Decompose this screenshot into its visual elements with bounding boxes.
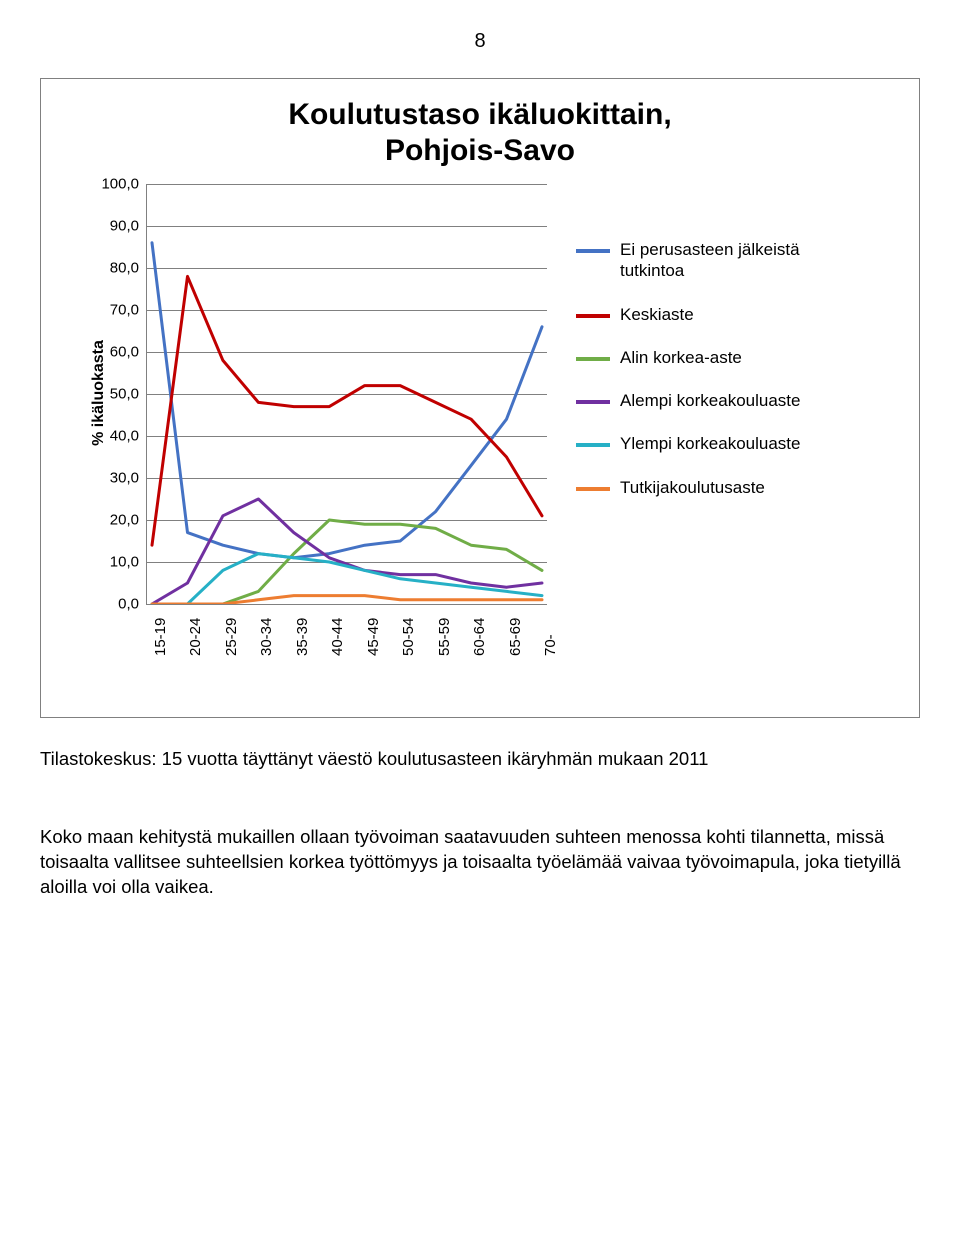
y-tick-label: 50,0 xyxy=(110,386,147,403)
legend-swatch xyxy=(576,400,610,404)
legend-item: Tutkijakoulutusaste xyxy=(576,477,826,498)
x-tick-label: 40-44 xyxy=(319,604,357,621)
y-tick-label: 30,0 xyxy=(110,470,147,487)
legend-swatch xyxy=(576,249,610,253)
x-tick-label: 60-64 xyxy=(461,604,499,621)
y-tick-label: 20,0 xyxy=(110,512,147,529)
x-tick-label: 50-54 xyxy=(390,604,428,621)
legend-item: Alempi korkeakouluaste xyxy=(576,390,826,411)
figure-caption: Tilastokeskus: 15 vuotta täyttänyt väest… xyxy=(40,748,920,770)
x-tick-label: 20-24 xyxy=(177,604,215,621)
x-tick-label: 55-59 xyxy=(426,604,464,621)
y-tick-label: 70,0 xyxy=(110,302,147,319)
y-tick-label: 80,0 xyxy=(110,260,147,277)
x-tick-label: 70- xyxy=(532,604,554,621)
series-line xyxy=(152,520,542,604)
y-axis-label: % ikäluokasta xyxy=(90,340,108,446)
chart-card: Koulutustaso ikäluokittain, Pohjois-Savo… xyxy=(40,78,920,718)
series-line xyxy=(152,596,542,604)
y-tick-label: 90,0 xyxy=(110,218,147,235)
series-line xyxy=(152,243,542,558)
series-line xyxy=(152,276,542,545)
legend-label: Alempi korkeakouluaste xyxy=(620,390,800,411)
x-tick-label: 35-39 xyxy=(284,604,322,621)
legend-swatch xyxy=(576,443,610,447)
legend-swatch xyxy=(576,314,610,318)
legend-swatch xyxy=(576,357,610,361)
legend-label: Keskiaste xyxy=(620,304,694,325)
chart-title-line1: Koulutustaso ikäluokittain, xyxy=(288,98,671,131)
legend: Ei perusasteen jälkeistä tutkintoa Keskia… xyxy=(576,239,826,520)
plot-area: 0,010,020,030,040,050,060,070,080,090,01… xyxy=(146,184,547,605)
legend-swatch xyxy=(576,487,610,491)
legend-label: Ylempi korkeakouluaste xyxy=(620,433,800,454)
y-tick-label: 40,0 xyxy=(110,428,147,445)
legend-label: Ei perusasteen jälkeistä tutkintoa xyxy=(620,239,826,282)
x-tick-label: 65-69 xyxy=(497,604,535,621)
x-tick-label: 30-34 xyxy=(248,604,286,621)
x-tick-label: 45-49 xyxy=(355,604,393,621)
chart-inner: % ikäluokasta 0,010,020,030,040,050,060,… xyxy=(56,184,904,704)
legend-label: Tutkijakoulutusaste xyxy=(620,477,765,498)
legend-item: Alin korkea-aste xyxy=(576,347,826,368)
y-tick-label: 10,0 xyxy=(110,554,147,571)
legend-item: Ei perusasteen jälkeistä tutkintoa xyxy=(576,239,826,282)
x-tick-label: 25-29 xyxy=(213,604,251,621)
legend-item: Keskiaste xyxy=(576,304,826,325)
x-tick-label: 15-19 xyxy=(142,604,180,621)
body-paragraph: Koko maan kehitystä mukaillen ollaan työ… xyxy=(40,825,920,900)
page: 8 Koulutustaso ikäluokittain, Pohjois-Sa… xyxy=(0,0,960,1243)
legend-label: Alin korkea-aste xyxy=(620,347,742,368)
y-tick-label: 60,0 xyxy=(110,344,147,361)
chart-title-line2: Pohjois-Savo xyxy=(385,134,575,167)
y-tick-label: 100,0 xyxy=(101,176,147,193)
chart-title: Koulutustaso ikäluokittain, Pohjois-Savo xyxy=(56,97,904,169)
page-number: 8 xyxy=(40,30,920,53)
chart-lines xyxy=(147,184,547,604)
legend-item: Ylempi korkeakouluaste xyxy=(576,433,826,454)
